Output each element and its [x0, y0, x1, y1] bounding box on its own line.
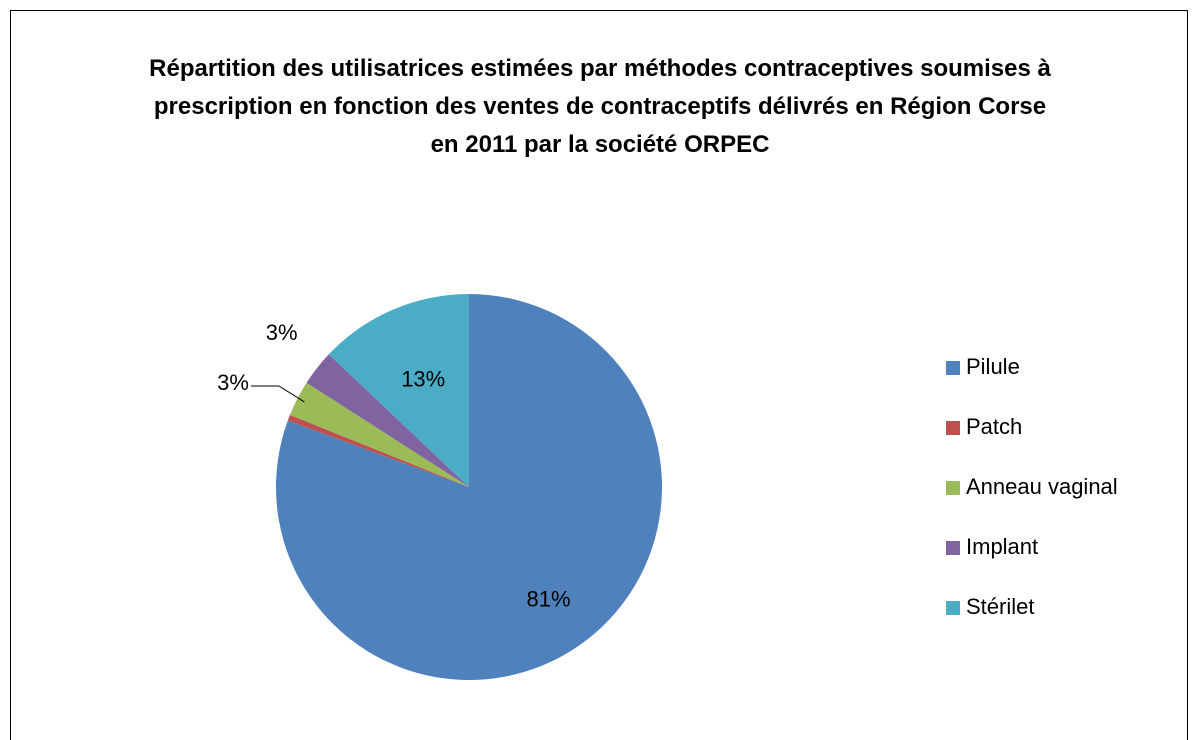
- data-label: 3%: [266, 320, 298, 345]
- data-label: 81%: [527, 587, 571, 612]
- legend-swatch: [946, 421, 960, 435]
- pie-slice: [287, 414, 469, 487]
- leader-line: [250, 385, 305, 403]
- chart-title: Répartition des utilisatrices estimées p…: [149, 55, 1051, 158]
- legend-swatch: [946, 361, 960, 375]
- legend-label: Stérilet: [966, 594, 1034, 619]
- pie-slice: [306, 354, 469, 487]
- legend-swatch: [946, 481, 960, 495]
- legend-label: Pilule: [966, 354, 1020, 379]
- legend-label: Implant: [966, 534, 1038, 559]
- data-label: 3%: [217, 370, 249, 395]
- legend-label: Patch: [966, 414, 1022, 439]
- legend-swatch: [946, 541, 960, 555]
- legend-label: Anneau vaginal: [966, 474, 1118, 499]
- data-label: 13%: [401, 366, 445, 391]
- pie-slice: [289, 382, 469, 487]
- pie-slice: [328, 294, 469, 487]
- chart-frame: [10, 10, 1188, 740]
- legend-swatch: [946, 601, 960, 615]
